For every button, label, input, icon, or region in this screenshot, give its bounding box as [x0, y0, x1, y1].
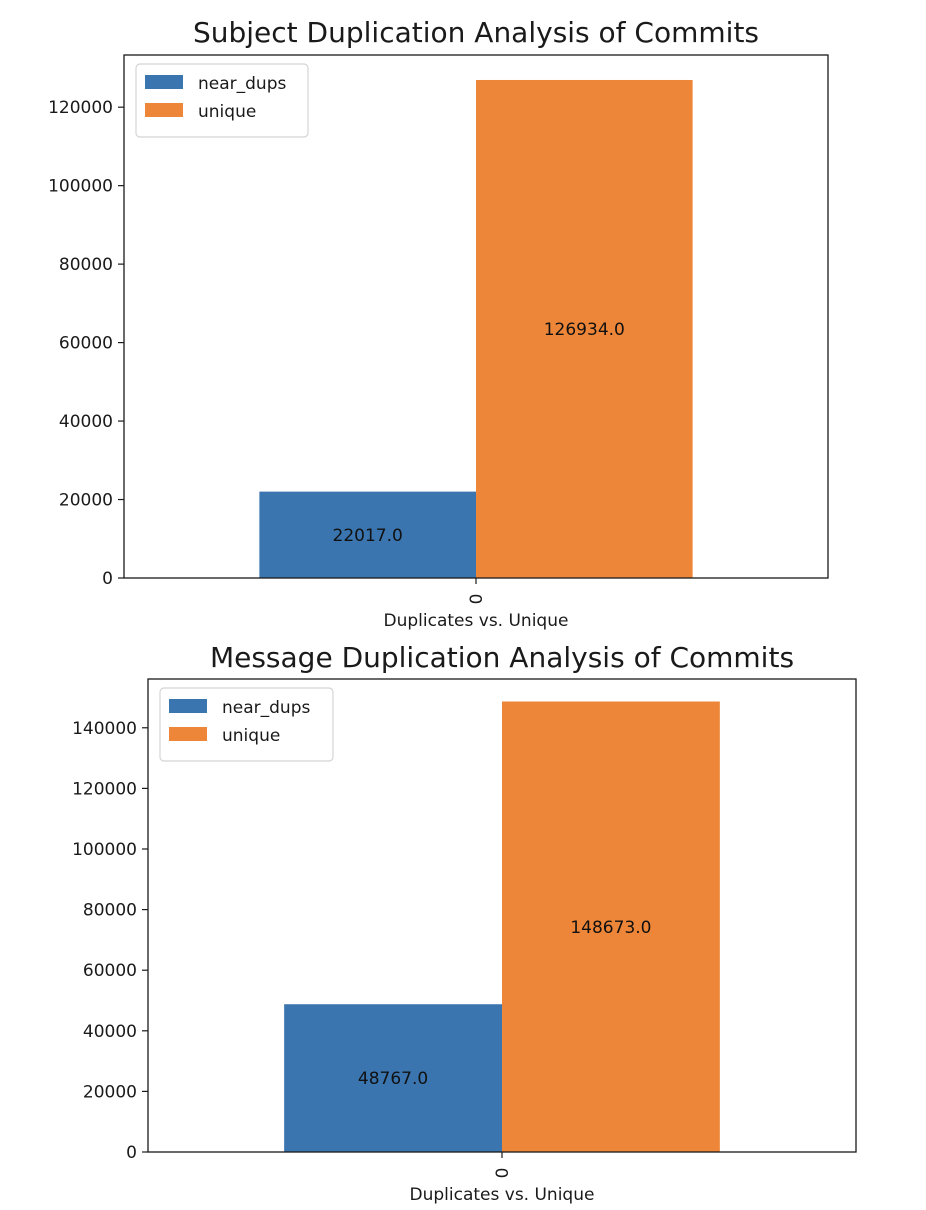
y-tick-label: 20000 [59, 491, 113, 511]
legend-swatch-near-dups [169, 699, 207, 713]
y-tick-label: 60000 [59, 334, 113, 354]
bar-near-dups [284, 1004, 502, 1152]
x-axis-label: Duplicates vs. Unique [384, 611, 569, 631]
message-duplication-chart: Message Duplication Analysis of Commits 4… [72, 641, 857, 1205]
y-tick-label: 40000 [83, 1022, 137, 1042]
legend-label-near-dups: near_dups [222, 698, 310, 718]
legend-label-unique: unique [198, 102, 256, 122]
legend-swatch-near-dups [145, 75, 183, 89]
y-tick-label: 0 [102, 569, 113, 589]
subject-duplication-chart: Subject Duplication Analysis of Commits 2… [48, 16, 829, 631]
y-tick-label: 0 [126, 1143, 137, 1163]
y-tick-label: 20000 [83, 1082, 137, 1102]
y-tick-label: 120000 [48, 98, 113, 118]
legend-swatch-unique [169, 727, 207, 741]
y-tick-label: 40000 [59, 412, 113, 432]
legend-label-near-dups: near_dups [198, 74, 286, 94]
y-tick-label: 140000 [72, 719, 137, 739]
legend-swatch-unique [145, 103, 183, 117]
x-axis-label: Duplicates vs. Unique [410, 1185, 595, 1205]
y-tick-label: 60000 [83, 961, 137, 981]
y-tick-label: 80000 [83, 901, 137, 921]
y-tick-label: 80000 [59, 255, 113, 275]
bar-unique [502, 701, 720, 1152]
y-tick-label: 100000 [72, 840, 137, 860]
bar-near-dups [259, 491, 476, 578]
data-label-unique: 126934.0 [544, 320, 625, 340]
chart-title: Subject Duplication Analysis of Commits [193, 16, 759, 49]
data-label-near-dups: 22017.0 [333, 526, 403, 546]
x-tick-label: 0 [493, 1168, 513, 1179]
data-label-near-dups: 48767.0 [358, 1069, 428, 1089]
chart-title: Message Duplication Analysis of Commits [210, 641, 794, 674]
y-tick-label: 120000 [72, 779, 137, 799]
data-label-unique: 148673.0 [570, 918, 651, 938]
bar-unique [476, 79, 693, 579]
legend-label-unique: unique [222, 726, 280, 746]
y-tick-label: 100000 [48, 177, 113, 197]
x-tick-label: 0 [467, 594, 487, 605]
